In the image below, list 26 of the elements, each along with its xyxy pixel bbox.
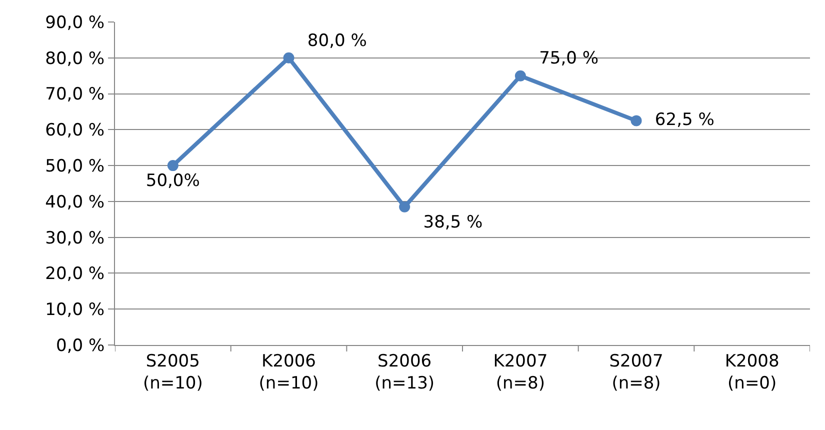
y-tick-label: 50,0 % xyxy=(45,156,105,177)
y-tick-label: 90,0 % xyxy=(45,12,105,33)
x-tick-label: K2006 (n=10) xyxy=(258,351,319,394)
data-label: 50,0% xyxy=(135,171,211,192)
data-label: 75,0 % xyxy=(528,48,610,69)
point xyxy=(514,70,526,82)
y-tick-label: 10,0 % xyxy=(45,300,105,320)
data-label: 62,5 % xyxy=(644,110,726,130)
x-tick-label: K2007 (n=8) xyxy=(493,351,548,394)
x-tick-label: S2007 (n=8) xyxy=(609,351,664,394)
y-tick-label: 80,0 % xyxy=(45,48,105,69)
data-label: 80,0 % xyxy=(296,30,378,51)
y-tick-label: 20,0 % xyxy=(45,264,105,284)
y-tick-label: 0,0 % xyxy=(56,336,105,356)
x-tick-label: K2008 (n=0) xyxy=(724,351,780,394)
y-tick-label: 70,0 % xyxy=(45,84,105,105)
point xyxy=(167,160,178,172)
y-tick-label: 30,0 % xyxy=(45,228,105,248)
data-label: 38,5 % xyxy=(412,212,494,232)
x-tick-label: S2006 (n=13) xyxy=(374,351,435,394)
point xyxy=(630,115,642,126)
x-tick-label: S2005 (n=10) xyxy=(142,351,203,394)
y-tick-label: 60,0 % xyxy=(45,120,105,141)
point xyxy=(399,201,410,212)
y-tick-label: 40,0 % xyxy=(45,192,105,212)
point xyxy=(283,52,294,64)
